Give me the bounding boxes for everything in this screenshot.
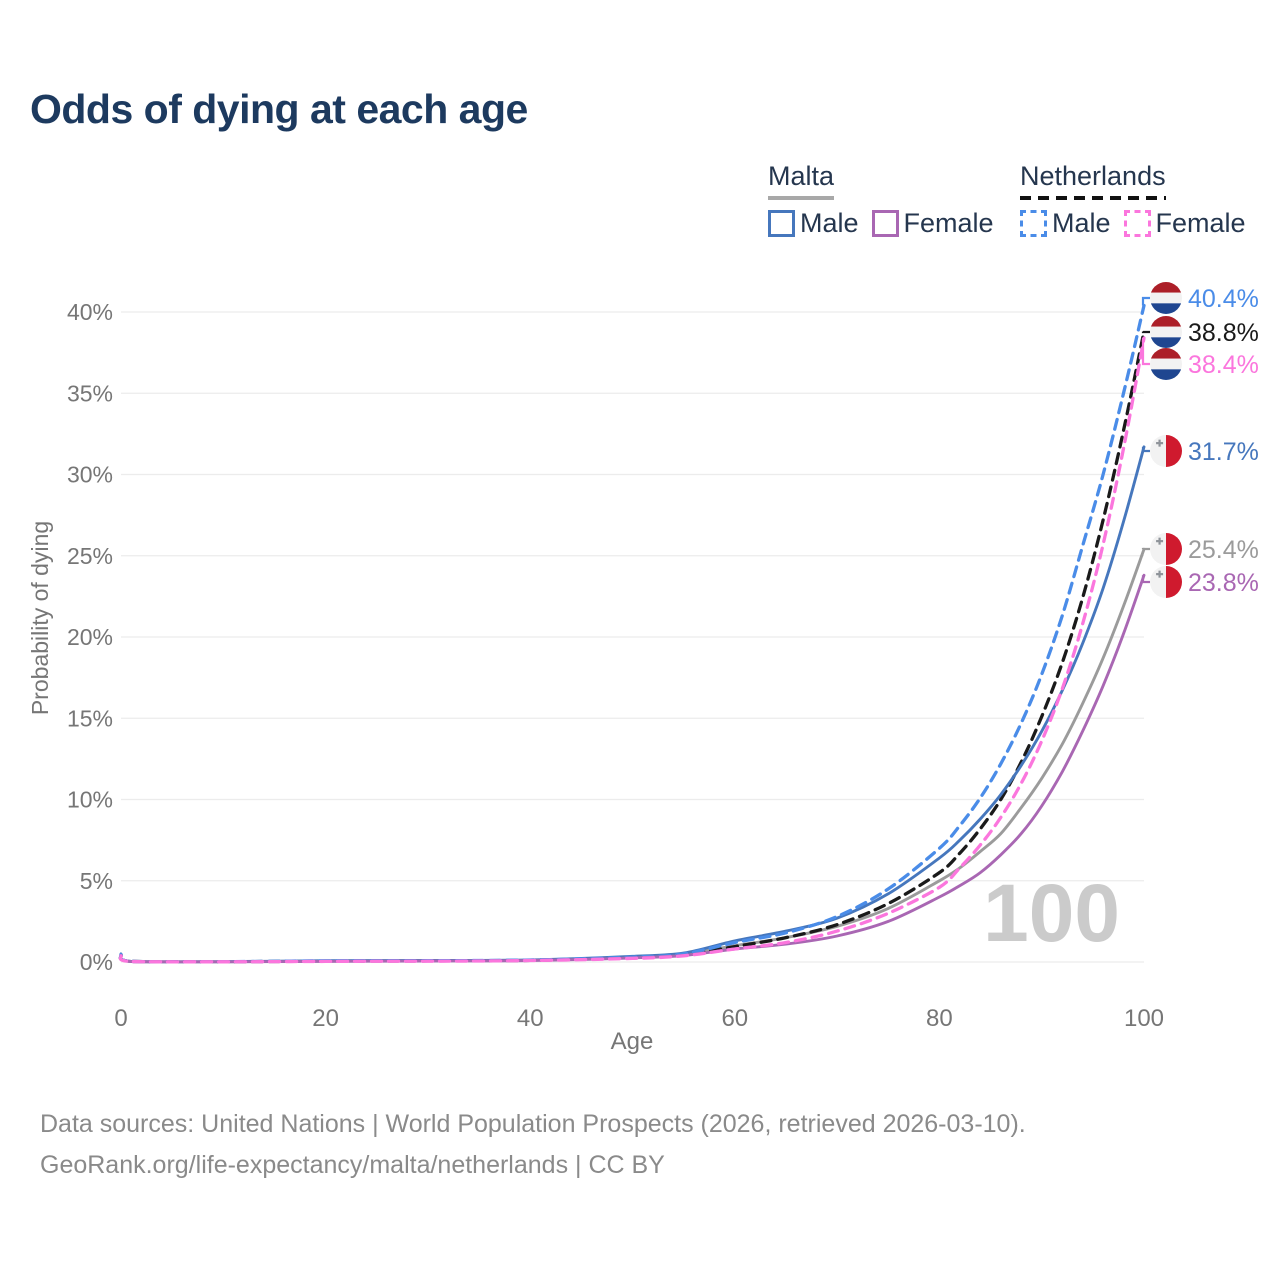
end-value-label-malta-male: 31.7%	[1188, 438, 1259, 466]
flag-half-white	[1150, 533, 1166, 565]
y-tick-label: 0%	[80, 949, 113, 975]
legend-row-malta: Male Female	[768, 208, 994, 239]
flag-band-white	[1150, 326, 1182, 338]
y-tick-label: 35%	[67, 380, 113, 406]
x-tick-label: 40	[517, 1005, 544, 1032]
legend-country-netherlands[interactable]: Netherlands	[1020, 161, 1166, 200]
legend-item-netherlands-female-label: Female	[1155, 208, 1246, 238]
y-tick-label: 30%	[67, 462, 113, 488]
malta-female-swatch-icon	[871, 210, 899, 237]
flag-band-blue	[1150, 369, 1182, 380]
legend-item-malta-male[interactable]: Male	[768, 208, 859, 239]
flag-band-red	[1150, 316, 1182, 327]
legend-country-malta-label: Malta	[768, 161, 835, 191]
x-tick-label: 80	[926, 1005, 953, 1032]
flag-half-red	[1166, 435, 1182, 467]
age-watermark: 100	[983, 868, 1120, 959]
malta-solid-line-swatch	[768, 196, 835, 200]
legend-item-netherlands-male-label: Male	[1052, 208, 1111, 238]
x-tick-label: 0	[114, 1005, 127, 1032]
y-tick-label: 40%	[67, 299, 113, 325]
legend-item-malta-female-label: Female	[903, 208, 994, 238]
y-tick-label: 25%	[67, 543, 113, 569]
chart-legend: Malta Male Female Netherlands	[768, 161, 1273, 251]
flag-half-red	[1166, 533, 1182, 565]
flag-icon-malta	[1150, 566, 1182, 598]
legend-row-netherlands: Male Female	[1020, 208, 1246, 239]
legend-country-malta[interactable]: Malta	[768, 161, 835, 200]
end-value-label-malta-female: 23.8%	[1188, 569, 1259, 597]
legend-item-netherlands-male[interactable]: Male	[1020, 208, 1111, 239]
flag-band-red	[1150, 282, 1182, 293]
x-tick-label: 20	[312, 1005, 339, 1032]
end-label-connector	[1141, 338, 1150, 366]
netherlands-male-swatch-icon	[1020, 210, 1047, 237]
flag-icon-netherlands	[1150, 282, 1182, 314]
legend-group-malta: Malta Male Female	[768, 161, 994, 239]
netherlands-dashed-line-swatch	[1020, 196, 1166, 200]
y-tick-label: 20%	[67, 624, 113, 650]
legend-item-malta-male-label: Male	[800, 208, 859, 238]
end-value-label-netherlands-both: 38.8%	[1188, 319, 1259, 347]
footer-attribution: GeoRank.org/life-expectancy/malta/nether…	[40, 1151, 665, 1179]
netherlands-female-swatch-icon	[1123, 210, 1151, 237]
y-axis-title: Probability of dying	[27, 521, 53, 715]
flag-half-red	[1166, 566, 1182, 598]
flag-band-blue	[1150, 303, 1182, 314]
end-label-connector	[1141, 296, 1150, 306]
flag-icon-malta	[1150, 533, 1182, 565]
end-value-label-malta-both: 25.4%	[1188, 536, 1259, 564]
flag-band-white	[1150, 292, 1182, 304]
legend-item-netherlands-female[interactable]: Female	[1123, 208, 1246, 239]
legend-group-netherlands: Netherlands Male Female	[1020, 161, 1246, 239]
end-label-connector	[1141, 330, 1150, 334]
flag-icon-netherlands	[1150, 316, 1182, 348]
george-cross-icon	[1158, 570, 1161, 578]
x-tick-label: 100	[1124, 1005, 1164, 1032]
george-cross-icon	[1158, 439, 1161, 447]
y-tick-label: 5%	[80, 868, 113, 894]
end-label-connector	[1141, 575, 1150, 584]
page-title: Odds of dying at each age	[30, 86, 528, 132]
end-label-connector	[1141, 446, 1150, 453]
chart-footer: Data sources: United Nations | World Pop…	[40, 1104, 1026, 1186]
malta-male-swatch-icon	[768, 210, 795, 237]
footer-data-sources: Data sources: United Nations | World Pop…	[40, 1110, 1026, 1138]
y-tick-label: 15%	[67, 705, 113, 731]
end-value-label-netherlands-female: 38.4%	[1188, 351, 1259, 379]
flag-band-red	[1150, 348, 1182, 359]
flag-half-white	[1150, 435, 1166, 467]
flag-band-white	[1150, 358, 1182, 370]
flag-band-blue	[1150, 337, 1182, 348]
flag-icon-netherlands	[1150, 348, 1182, 380]
series-line-netherlands-female[interactable]	[118, 336, 1146, 964]
flag-half-white	[1150, 566, 1166, 598]
flag-icon-malta	[1150, 435, 1182, 467]
legend-item-malta-female[interactable]: Female	[871, 208, 994, 239]
y-tick-label: 10%	[67, 787, 113, 813]
george-cross-icon	[1158, 537, 1161, 545]
legend-country-netherlands-label: Netherlands	[1020, 161, 1166, 191]
end-value-label-netherlands-male: 40.4%	[1188, 285, 1259, 313]
x-tick-label: 60	[721, 1005, 748, 1032]
x-axis-title: Age	[611, 1028, 654, 1055]
